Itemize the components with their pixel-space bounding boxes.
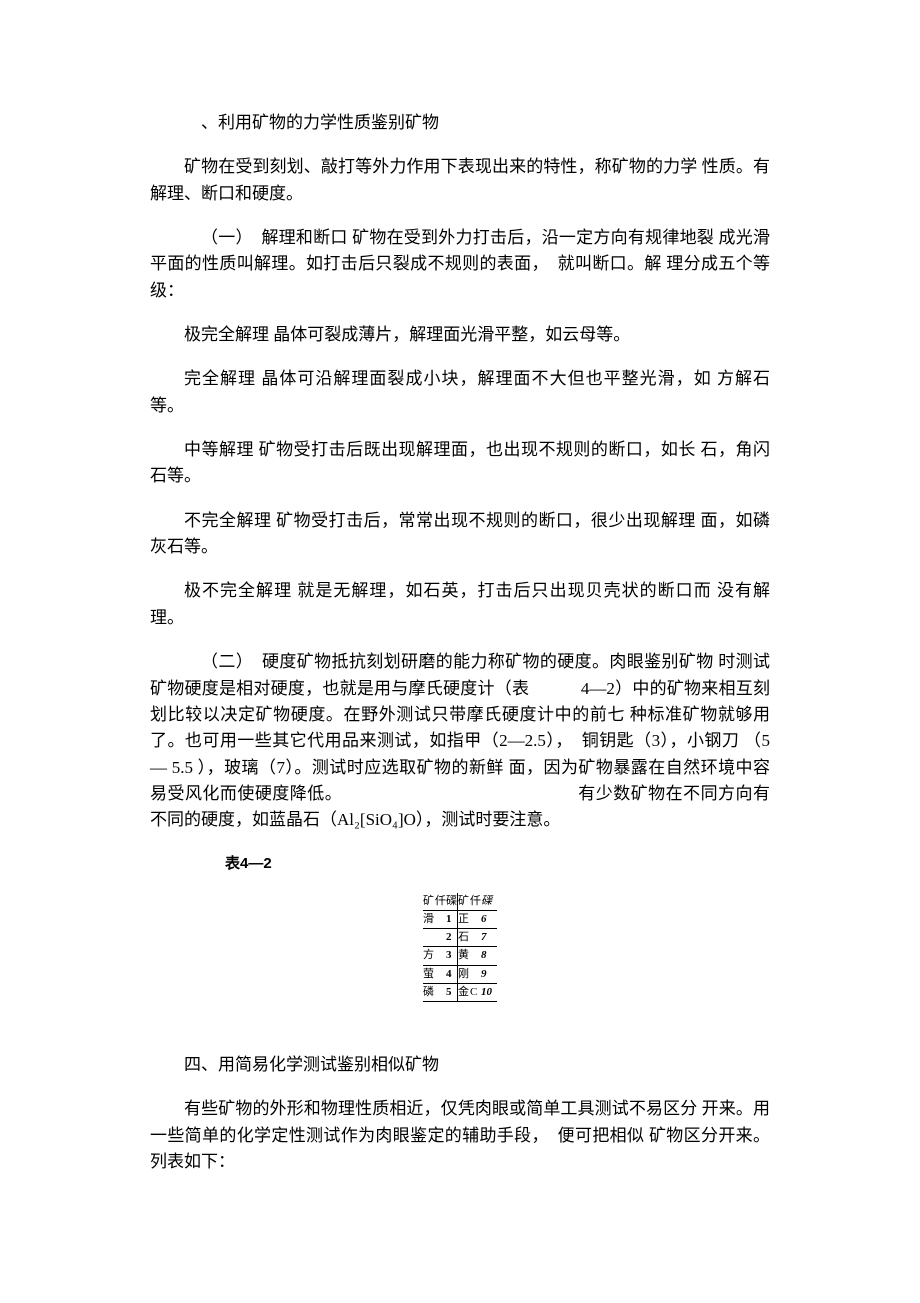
table-header-row: 矿 仟 磲 矿 仟 磲 xyxy=(423,893,497,911)
section-3-heading: 、利用矿物的力学性质鉴别矿物 xyxy=(150,110,770,136)
hard-a2: 2 xyxy=(446,929,458,947)
mineral-a: 方 xyxy=(423,947,435,965)
table-caption: 表4—2 xyxy=(150,852,770,875)
table-row: 2石7 xyxy=(423,929,497,947)
paragraph-cleavage-intro: （一） 解理和断口 矿物在受到外力打击后，沿一定方向有规律地裂 成光滑平面的性质… xyxy=(150,225,770,304)
paragraph-cleavage-1: 极完全解理 晶体可裂成薄片，解理面光滑平整，如云母等。 xyxy=(150,322,770,348)
mineral-a xyxy=(423,929,435,947)
mineral-b: 石 xyxy=(458,929,471,947)
hard-b2: 8 xyxy=(481,947,497,965)
hard-b2: 7 xyxy=(481,929,497,947)
hard-b1 xyxy=(470,929,481,947)
hard-a1 xyxy=(435,965,446,983)
hard-a2: 3 xyxy=(446,947,458,965)
paragraph-intro: 矿物在受到刻划、敲打等外力作用下表现出来的特性，称矿物的力学 性质。有解理、断口… xyxy=(150,154,770,207)
hard-a1 xyxy=(435,929,446,947)
paragraph-cleavage-2: 完全解理 晶体可沿解理面裂成小块，解理面不大但也平整光滑，如 方解石等。 xyxy=(150,366,770,419)
mineral-a: 萤 xyxy=(423,965,435,983)
header-hard-b2: 磲 xyxy=(481,893,497,911)
paragraph-cleavage-5: 极不完全解理 就是无解理，如石英，打击后只出现贝壳状的断口而 没有解理。 xyxy=(150,578,770,631)
hard-b2: 6 xyxy=(481,911,497,929)
section-4-heading: 四、用简易化学测试鉴别相似矿物 xyxy=(150,1052,770,1078)
mineral-a: 磷 xyxy=(423,983,435,1001)
hard-a1 xyxy=(435,911,446,929)
hard-a2: 5 xyxy=(446,983,458,1001)
mineral-b: 金 xyxy=(458,983,471,1001)
mohs-hardness-table: 矿 仟 磲 矿 仟 磲 滑1正62石7方3黄8萤4刚9磷5金C10 xyxy=(423,893,497,1002)
mineral-a: 滑 xyxy=(423,911,435,929)
paragraph-cleavage-3: 中等解理 矿物受打击后既出现解理面，也出现不规则的断口，如长 石，角闪石等。 xyxy=(150,437,770,490)
hard-a2: 4 xyxy=(446,965,458,983)
mineral-b: 刚 xyxy=(458,965,471,983)
paragraph-chemical: 有些矿物的外形和物理性质相近，仅凭肉眼或简单工具测试不易区分 开来。用一些简单的… xyxy=(150,1096,770,1175)
paragraph-cleavage-4: 不完全解理 矿物受打击后，常常出现不规则的断口，很少出现解理 面，如磷灰石等。 xyxy=(150,508,770,561)
table-body: 滑1正62石7方3黄8萤4刚9磷5金C10 xyxy=(423,911,497,1002)
hard-b2: 10 xyxy=(481,983,497,1001)
hard-a1 xyxy=(435,947,446,965)
hard-b1: C xyxy=(470,983,481,1001)
table-row: 滑1正6 xyxy=(423,911,497,929)
hard-a2: 1 xyxy=(446,911,458,929)
hard-b1 xyxy=(470,947,481,965)
hard-b1 xyxy=(470,965,481,983)
hard-b2: 9 xyxy=(481,965,497,983)
header-mineral-a: 矿 xyxy=(423,893,435,911)
document-page: 、利用矿物的力学性质鉴别矿物 矿物在受到刻划、敲打等外力作用下表现出来的特性，称… xyxy=(0,0,920,1303)
header-hard-a2: 磲 xyxy=(446,893,458,911)
table-row: 方3黄8 xyxy=(423,947,497,965)
header-mineral-b: 矿 xyxy=(458,893,471,911)
mineral-b: 正 xyxy=(458,911,471,929)
mineral-b: 黄 xyxy=(458,947,471,965)
hard-a1 xyxy=(435,983,446,1001)
header-hard-a1: 仟 xyxy=(435,893,446,911)
hard-b1 xyxy=(470,911,481,929)
table-row: 磷5金C10 xyxy=(423,983,497,1001)
paragraph-hardness: （二） 硬度矿物抵抗刻划研磨的能力称矿物的硬度。肉眼鉴别矿物 时测试矿物硬度是相… xyxy=(150,649,770,833)
table-row: 萤4刚9 xyxy=(423,965,497,983)
header-hard-b1: 仟 xyxy=(470,893,481,911)
